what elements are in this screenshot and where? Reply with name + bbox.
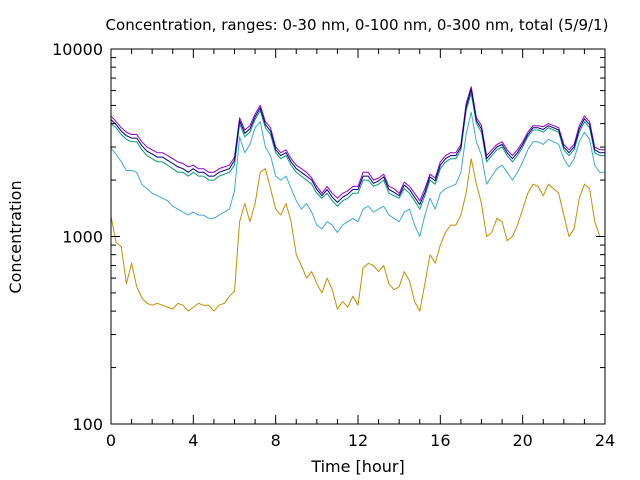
y-tick-label: 100	[72, 415, 103, 434]
x-tick-label: 8	[271, 431, 281, 450]
series-line-5	[110, 88, 605, 206]
x-tick-label: 12	[348, 431, 368, 450]
series-layer	[110, 86, 605, 312]
y-axis-label: Concentration	[6, 180, 25, 293]
x-tick-label: 4	[188, 431, 198, 450]
series-line-4	[110, 86, 605, 202]
x-axis-label: Time [hour]	[310, 457, 404, 476]
y-tick-label: 1000	[62, 228, 103, 247]
tick-layer: 0 4 8 12 16 20 24 100 1000 10000	[52, 40, 615, 450]
x-tick-label: 0	[106, 431, 116, 450]
chart-title: Concentration, ranges: 0-30 nm, 0-100 nm…	[106, 16, 609, 34]
y-tick-label: 10000	[52, 40, 103, 59]
series-line-1	[110, 158, 605, 312]
x-tick-label: 24	[595, 431, 615, 450]
x-tick-label: 16	[430, 431, 450, 450]
plot-frame	[110, 48, 606, 425]
x-tick-label: 20	[512, 431, 532, 450]
series-line-3	[110, 92, 605, 210]
series-line-2	[110, 111, 605, 237]
